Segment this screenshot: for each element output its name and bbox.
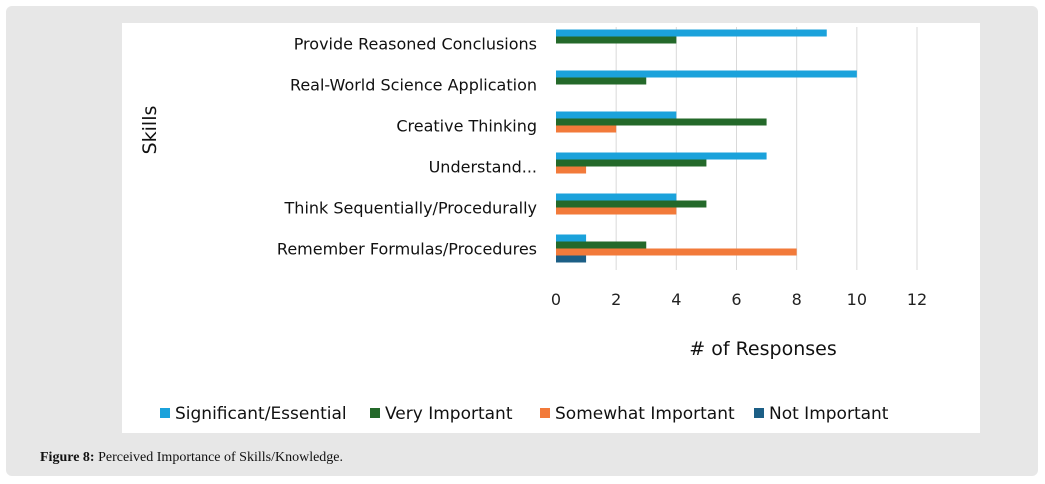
figure-frame: Provide Reasoned Conclusions Real-World S… (6, 6, 1038, 476)
bar-somewhat-3 (556, 166, 587, 174)
legend-label-not: Not Important (769, 404, 889, 424)
bar-significant-2 (556, 111, 677, 119)
x-tick-label-0: 0 (551, 290, 561, 309)
bar-significant-0 (556, 29, 827, 37)
legend-swatch-very (370, 408, 380, 418)
x-axis-title: # of Responses (689, 338, 836, 360)
bar-not-5 (556, 255, 587, 263)
bar-somewhat-2 (556, 125, 617, 133)
figure-caption: Figure 8: Perceived Importance of Skills… (40, 450, 343, 466)
x-tick-label-2: 4 (671, 290, 681, 309)
category-label-2: Creative Thinking (396, 117, 537, 136)
chart-panel: Provide Reasoned Conclusions Real-World S… (122, 23, 980, 433)
bar-somewhat-5 (556, 248, 797, 256)
category-label-0: Provide Reasoned Conclusions (294, 35, 537, 54)
bar-significant-5 (556, 234, 587, 242)
legend-swatch-significant (160, 408, 170, 418)
bar-chart: Provide Reasoned Conclusions Real-World S… (139, 27, 927, 424)
bar-very-1 (556, 77, 647, 85)
category-label-3: Understand... (429, 158, 537, 177)
x-tick-label-4: 8 (792, 290, 802, 309)
category-label-4: Think Sequentially/Procedurally (284, 199, 537, 218)
category-label-1: Real-World Science Application (290, 76, 537, 95)
bar-very-5 (556, 241, 647, 249)
x-tick-label-6: 12 (907, 290, 927, 309)
bar-significant-4 (556, 193, 677, 201)
category-label-5: Remember Formulas/Procedures (277, 240, 537, 259)
legend-swatch-not (754, 408, 764, 418)
legend-label-somewhat: Somewhat Important (555, 404, 735, 424)
bar-very-4 (556, 200, 707, 208)
y-axis-title: Skills (139, 106, 161, 155)
legend-swatch-somewhat (540, 408, 550, 418)
figure-label: Figure 8: (40, 450, 95, 465)
bar-very-3 (556, 159, 707, 167)
bar-significant-1 (556, 70, 857, 78)
x-tick-label-3: 6 (731, 290, 741, 309)
bar-somewhat-4 (556, 207, 677, 215)
bar-very-0 (556, 36, 677, 44)
x-tick-label-1: 2 (611, 290, 621, 309)
legend-label-significant: Significant/Essential (175, 404, 347, 424)
x-tick-label-5: 10 (847, 290, 867, 309)
figure-caption-text: Perceived Importance of Skills/Knowledge… (94, 450, 344, 465)
legend-label-very: Very Important (385, 404, 513, 424)
bar-significant-3 (556, 152, 767, 160)
bar-very-2 (556, 118, 767, 126)
